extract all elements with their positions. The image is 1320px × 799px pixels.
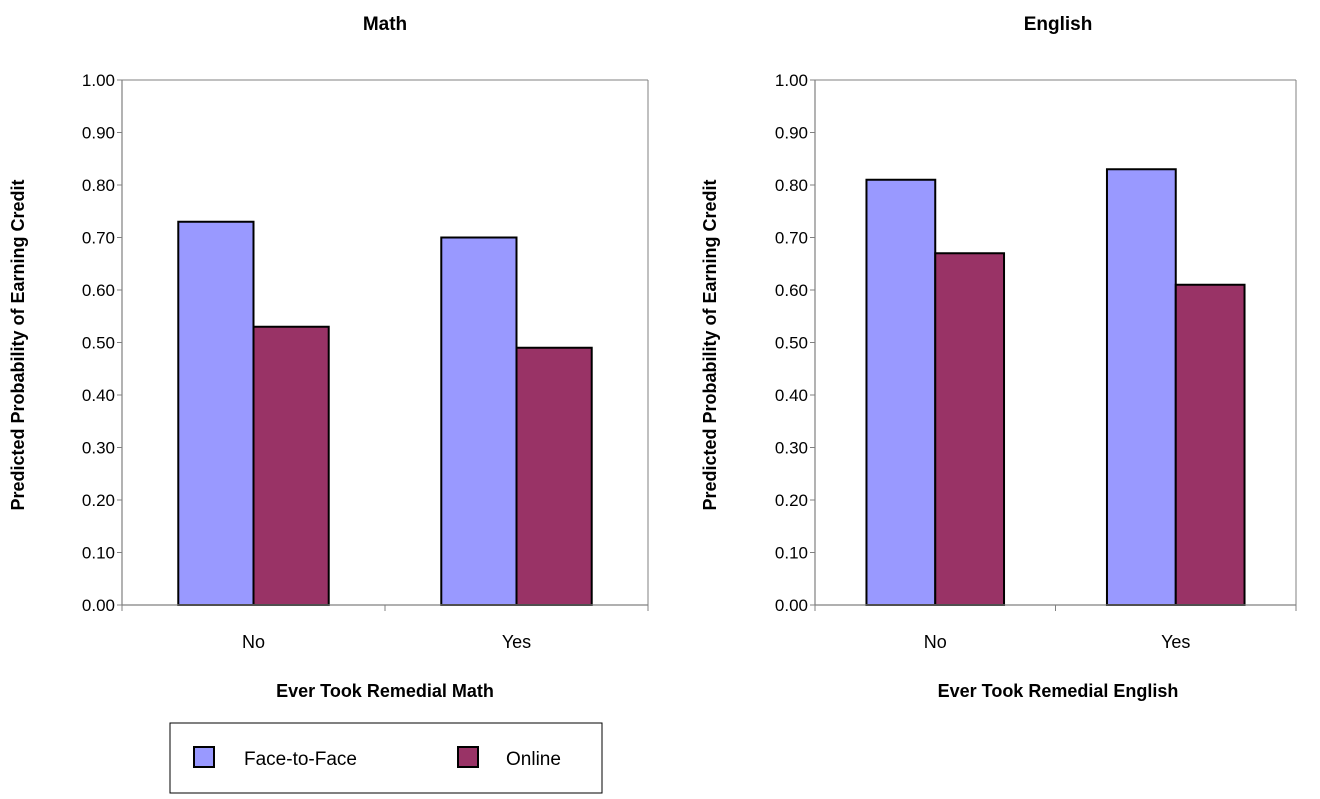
math-y-axis-label: Predicted Probability of Earning Credit xyxy=(8,179,28,510)
legend: Face-to-Face Online xyxy=(169,722,603,794)
english-bar-no-face-to-face xyxy=(865,178,937,606)
english-x-axis-label: Ever Took Remedial English xyxy=(938,681,1179,701)
math-chart-title: Math xyxy=(363,14,407,35)
legend-label-face-to-face: Face-to-Face xyxy=(244,749,357,770)
math-x-category-label: No xyxy=(242,632,265,652)
english-y-tick-label: 0.20 xyxy=(775,491,808,510)
english-y-tick-label: 1.00 xyxy=(775,71,808,90)
english-plot-area: 0.00 0.10 0.20 0.30 0.40 0.50 0.60 0.70 0.80 0.90… xyxy=(775,71,1297,652)
math-y-tick-label: 0.40 xyxy=(82,386,115,405)
english-chart-title: English xyxy=(1024,14,1093,35)
math-x-category-label: Yes xyxy=(502,632,531,652)
english-y-tick-label: 0.50 xyxy=(775,334,808,353)
math-y-tick-label: 0.20 xyxy=(82,491,115,510)
math-bar-no-face-to-face xyxy=(177,220,255,606)
english-chart: English Predicted Probability of Earning… xyxy=(700,14,1297,701)
math-bar-yes-face-to-face xyxy=(440,236,518,606)
math-bar-no-online xyxy=(252,325,330,606)
math-chart: Math Predicted Probability of Earning Cr… xyxy=(8,14,649,701)
legend-box xyxy=(169,722,603,794)
math-y-tick-label: 0.50 xyxy=(82,334,115,353)
english-bar-no-online xyxy=(934,252,1006,606)
english-x-category-label: Yes xyxy=(1161,632,1190,652)
math-y-tick-label: 0.70 xyxy=(82,229,115,248)
math-y-tick-label: 0.00 xyxy=(82,596,115,615)
english-bar-yes-online xyxy=(1174,283,1246,606)
math-y-tick-label: 1.00 xyxy=(82,71,115,90)
english-y-tick-label: 0.00 xyxy=(775,596,808,615)
english-y-axis-label: Predicted Probability of Earning Credit xyxy=(700,179,720,510)
english-x-category-label: No xyxy=(924,632,947,652)
math-y-tick-label: 0.10 xyxy=(82,544,115,563)
english-y-tick-label: 0.60 xyxy=(775,281,808,300)
math-y-tick-label: 0.80 xyxy=(82,176,115,195)
english-y-tick-label: 0.40 xyxy=(775,386,808,405)
english-y-tick-label: 0.10 xyxy=(775,544,808,563)
math-y-tick-label: 0.30 xyxy=(82,439,115,458)
english-y-tick-label: 0.80 xyxy=(775,176,808,195)
math-y-tick-label: 0.60 xyxy=(82,281,115,300)
legend-swatch-online xyxy=(457,746,479,768)
legend-swatch-face-to-face xyxy=(193,746,215,768)
math-x-axis-label: Ever Took Remedial Math xyxy=(276,681,494,701)
math-plot-area: 0.00 0.10 0.20 0.30 0.40 0.50 0.60 0.70 0.80 0.90… xyxy=(82,71,649,652)
english-y-tick-label: 0.30 xyxy=(775,439,808,458)
english-bar-yes-face-to-face xyxy=(1105,168,1177,606)
math-bar-yes-online xyxy=(515,346,593,606)
english-y-tick-label: 0.90 xyxy=(775,124,808,143)
math-y-tick-label: 0.90 xyxy=(82,124,115,143)
legend-label-online: Online xyxy=(506,749,561,770)
english-y-tick-label: 0.70 xyxy=(775,229,808,248)
